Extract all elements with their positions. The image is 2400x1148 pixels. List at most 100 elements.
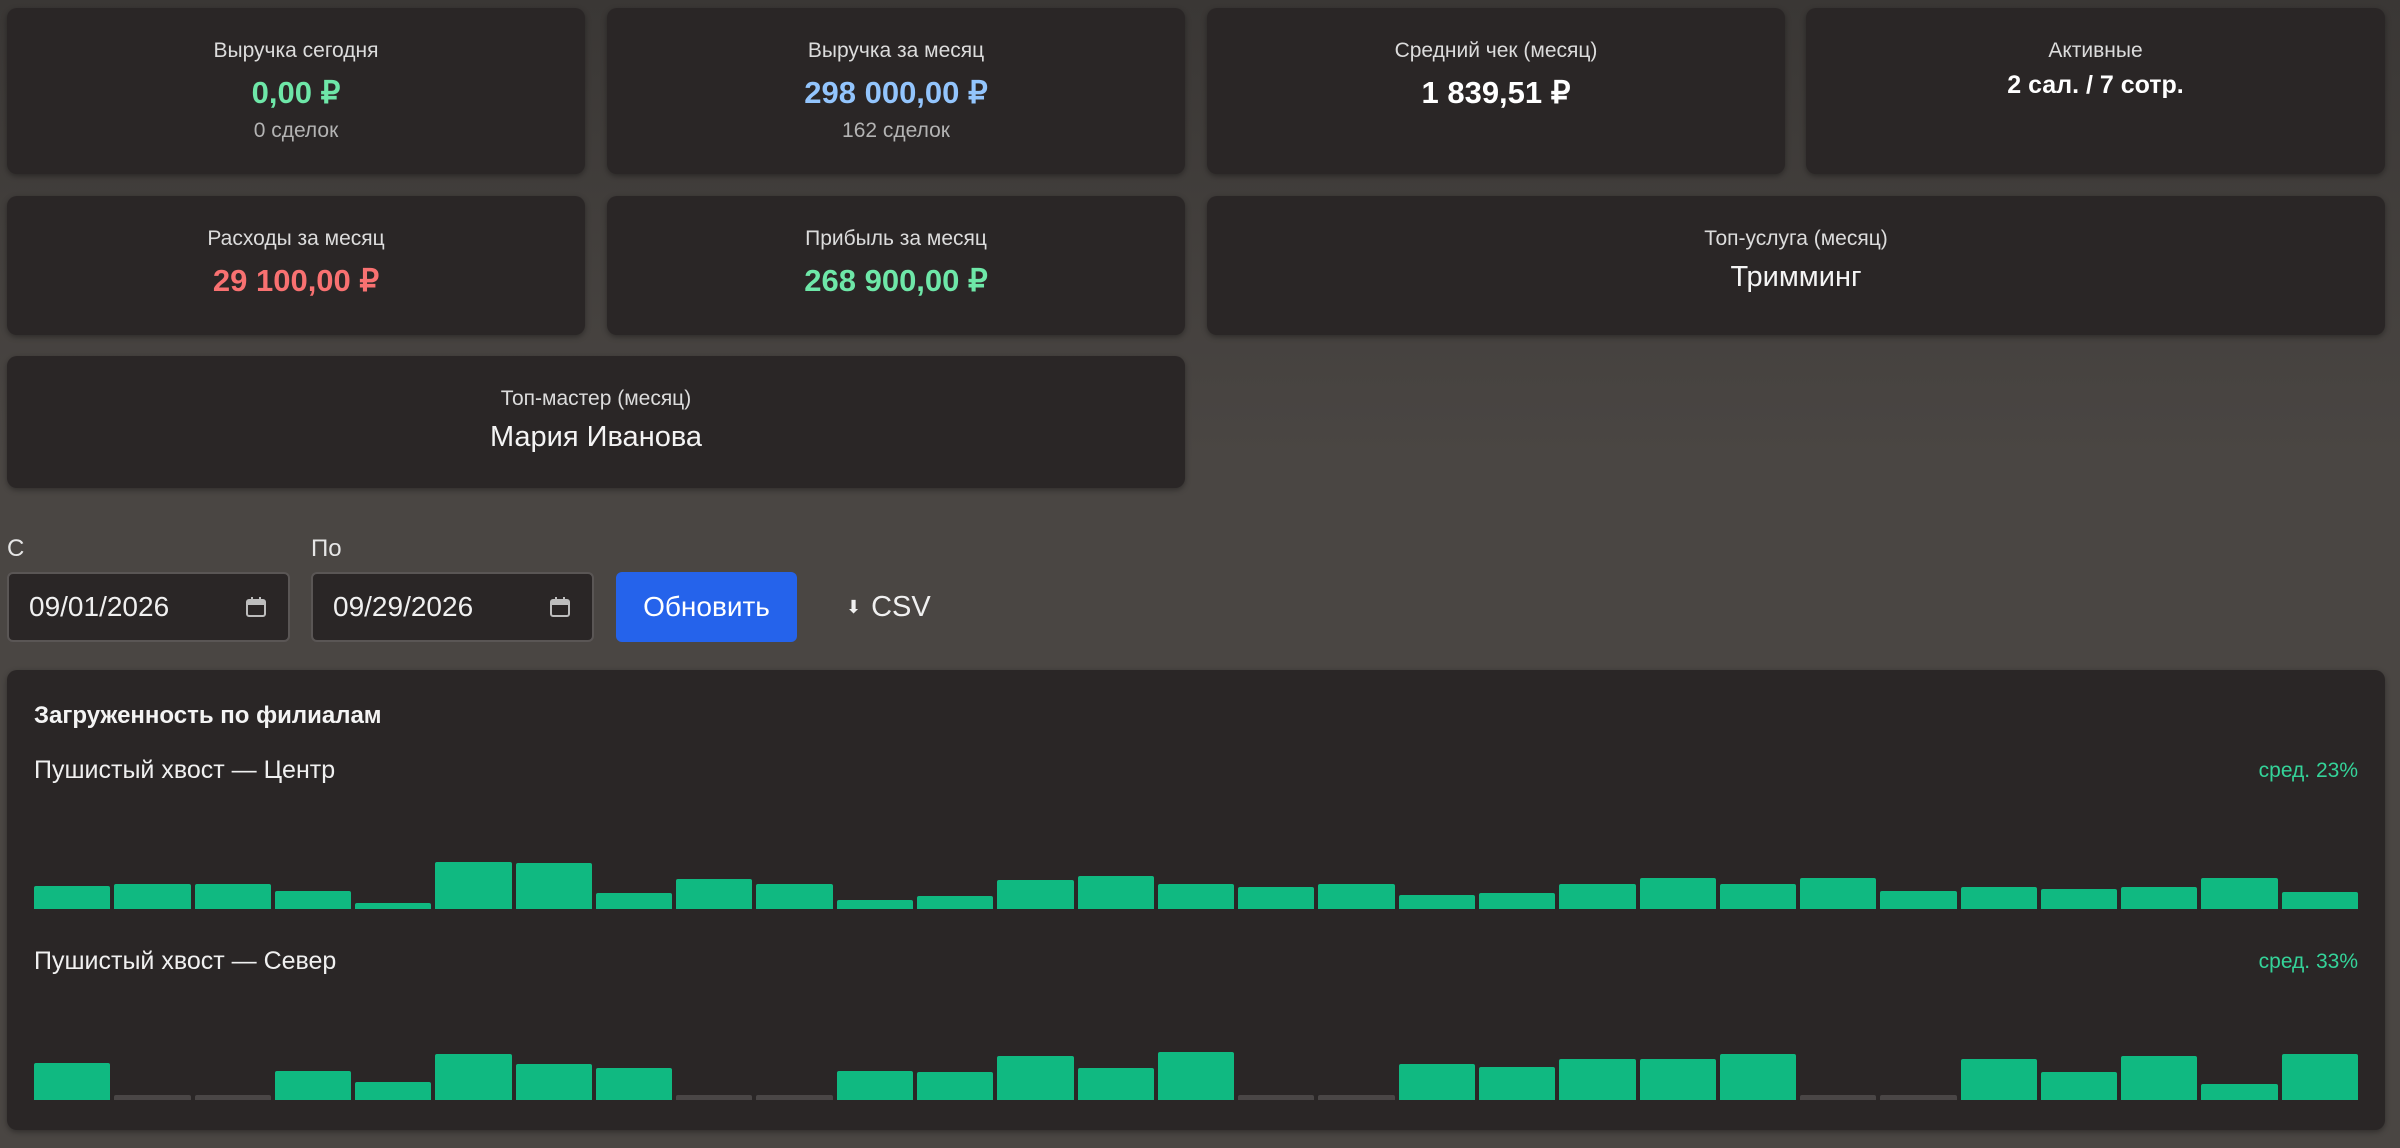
load-bar	[355, 903, 432, 909]
load-bar	[595, 1068, 673, 1100]
stat-value: Мария Иванова	[489, 421, 703, 453]
load-bar	[1238, 1095, 1315, 1100]
load-bar	[1960, 1059, 2037, 1100]
load-bar	[595, 893, 673, 909]
load-bar	[2121, 1056, 2198, 1100]
load-bar	[1478, 893, 1556, 909]
load-bar	[114, 1095, 191, 1100]
branch-load-panel: Загруженность по филиалам Пушистый хвост…	[7, 670, 2385, 1130]
csv-label: CSV	[871, 590, 931, 623]
date-from-label: С	[7, 535, 25, 562]
stat-label: Средний чек (месяц)	[1394, 39, 1598, 62]
load-bar	[515, 863, 592, 909]
load-bar	[2201, 878, 2278, 909]
stat-card-top-service: Топ-услуга (месяц) Тримминг	[1207, 196, 2385, 335]
load-bar	[676, 1095, 753, 1100]
stat-card-top-master: Топ-мастер (месяц) Мария Иванова	[7, 356, 1185, 488]
branch-name: Пушистый хвост — Север	[34, 947, 337, 975]
load-bar	[1398, 895, 1475, 909]
load-bar	[435, 862, 512, 909]
load-bar	[515, 1064, 592, 1100]
load-bar	[1880, 1095, 1957, 1100]
load-bar	[917, 896, 994, 909]
stat-card-avg-check: Средний чек (месяц) 1 839,51 ₽	[1207, 8, 1785, 174]
load-bar	[1559, 884, 1636, 909]
stat-label: Расходы за месяц	[207, 227, 385, 250]
stat-value: 1 839,51 ₽	[1421, 75, 1571, 110]
stat-card-expenses-month: Расходы за месяц 29 100,00 ₽	[7, 196, 585, 335]
load-bar	[2121, 887, 2198, 909]
stat-label: Прибыль за месяц	[805, 227, 987, 250]
load-bar	[2281, 1054, 2358, 1100]
stat-value: 268 900,00 ₽	[804, 263, 988, 298]
load-bar	[836, 900, 914, 909]
load-bar	[1238, 887, 1315, 909]
stat-label: Топ-услуга (месяц)	[1704, 227, 1888, 250]
date-from-value: 09/01/2026	[29, 591, 170, 622]
stat-sub: 0 сделок	[253, 119, 339, 142]
load-bar	[1639, 878, 1716, 909]
csv-export-button[interactable]: ⬇ CSV	[846, 584, 931, 630]
load-bar	[1559, 1059, 1636, 1100]
load-bar	[1719, 1054, 1797, 1100]
load-bar	[997, 1056, 1074, 1100]
load-bar	[1398, 1064, 1475, 1100]
branch-avg: сред. 33%	[2258, 950, 2358, 973]
load-bar	[997, 880, 1074, 909]
load-bar	[34, 886, 111, 909]
load-bar	[1318, 1095, 1395, 1100]
branch-bars-1	[34, 1000, 2358, 1100]
load-bar	[1318, 884, 1395, 909]
load-bar	[676, 879, 753, 909]
stat-card-profit-month: Прибыль за месяц 268 900,00 ₽	[607, 196, 1185, 335]
load-bar	[1157, 884, 1235, 909]
stat-label: Выручка сегодня	[213, 39, 379, 62]
load-bar	[1639, 1059, 1716, 1100]
load-bar	[274, 891, 352, 909]
date-to-label: По	[311, 535, 342, 562]
panel-title: Загруженность по филиалам	[34, 702, 382, 729]
stat-value: 0,00 ₽	[251, 75, 341, 110]
calendar-icon[interactable]	[548, 595, 572, 619]
stat-card-revenue-today: Выручка сегодня 0,00 ₽ 0 сделок	[7, 8, 585, 174]
load-bar	[1719, 884, 1797, 909]
branch-name: Пушистый хвост — Центр	[34, 756, 336, 784]
stat-label: Выручка за месяц	[807, 39, 985, 62]
load-bar	[1800, 1095, 1877, 1100]
date-to-value: 09/29/2026	[333, 591, 474, 622]
load-bar	[2040, 889, 2118, 909]
load-bar	[836, 1071, 914, 1100]
load-bar	[355, 1082, 432, 1100]
load-bar	[1077, 876, 1154, 909]
load-bar	[34, 1063, 111, 1100]
load-bar	[1478, 1067, 1556, 1100]
load-bar	[1157, 1052, 1235, 1100]
load-bar	[435, 1054, 512, 1100]
stat-label: Активные	[2048, 39, 2143, 62]
stat-value: 29 100,00 ₽	[212, 263, 380, 298]
date-from-input[interactable]: 09/01/2026	[7, 572, 290, 642]
load-bar	[1880, 891, 1957, 909]
load-bar	[1960, 887, 2037, 909]
load-bar	[756, 1095, 833, 1100]
load-bar	[2281, 892, 2358, 909]
load-bar	[917, 1072, 994, 1100]
load-bar	[756, 884, 833, 909]
load-bar	[2040, 1072, 2118, 1100]
load-bar	[274, 1071, 352, 1100]
stat-value: 298 000,00 ₽	[804, 75, 988, 110]
load-bar	[194, 1095, 271, 1100]
calendar-icon[interactable]	[244, 595, 268, 619]
stat-card-revenue-month: Выручка за месяц 298 000,00 ₽ 162 сделок	[607, 8, 1185, 174]
branch-bars-0	[34, 809, 2358, 909]
stat-value: 2 сал. / 7 сотр.	[2007, 71, 2184, 99]
refresh-button[interactable]: Обновить	[616, 572, 797, 642]
date-to-input[interactable]: 09/29/2026	[311, 572, 594, 642]
stat-value: Тримминг	[1730, 261, 1862, 293]
load-bar	[114, 884, 191, 909]
load-bar	[2201, 1084, 2278, 1100]
load-bar	[1077, 1068, 1154, 1100]
branch-avg: сред. 23%	[2258, 759, 2358, 782]
stat-sub: 162 сделок	[842, 119, 950, 142]
stat-card-active: Активные 2 сал. / 7 сотр.	[1806, 8, 2385, 174]
